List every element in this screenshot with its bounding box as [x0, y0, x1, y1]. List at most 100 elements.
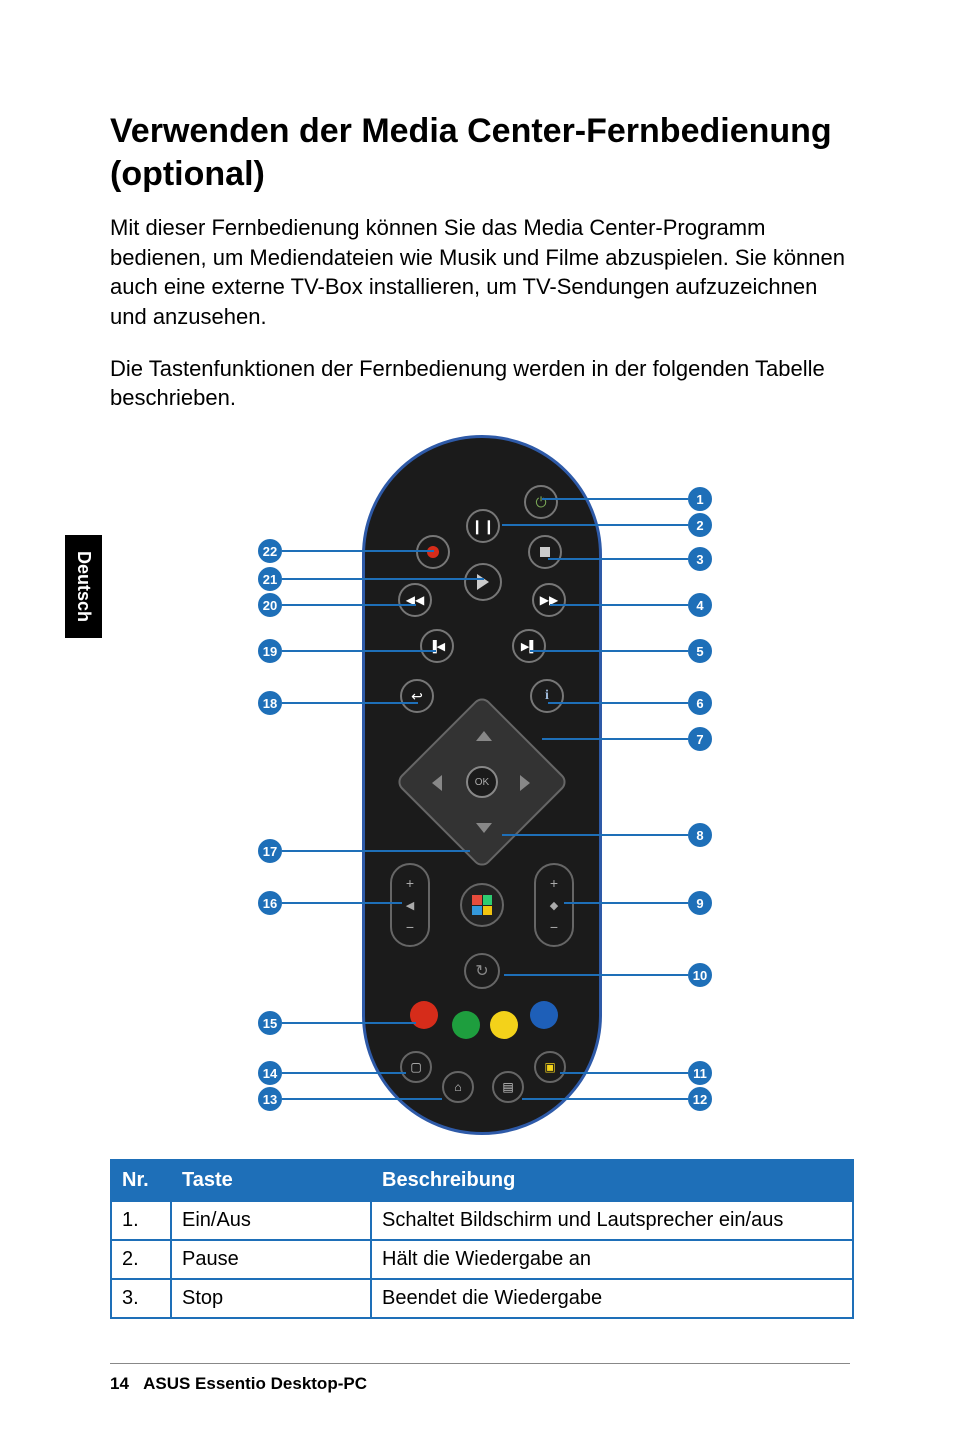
callout-lead	[282, 550, 434, 552]
callout-13: 13	[258, 1087, 282, 1111]
callout-10: 10	[688, 963, 712, 987]
play-button	[464, 563, 502, 601]
footer-label: ASUS Essentio Desktop-PC	[143, 1374, 367, 1393]
page-content: Verwenden der Media Center-Fernbedienung…	[0, 0, 954, 1359]
table-row: 1.Ein/AusSchaltet Bildschirm und Lautspr…	[111, 1201, 853, 1240]
table-cell-nr: 3.	[111, 1279, 171, 1318]
windows-button	[460, 883, 504, 927]
windows-logo-icon	[472, 895, 492, 915]
callout-17: 17	[258, 839, 282, 863]
ok-button: OK	[466, 766, 498, 798]
callout-lead	[548, 702, 688, 704]
callout-11: 11	[688, 1061, 712, 1085]
mute-icon: ◀	[406, 899, 414, 912]
button-table: Nr. Taste Beschreibung 1.Ein/AusSchaltet…	[110, 1159, 854, 1319]
callout-lead	[282, 650, 436, 652]
callout-lead	[282, 1022, 416, 1024]
callout-lead	[502, 834, 688, 836]
power-button: ⏻	[524, 485, 558, 519]
callout-lead	[550, 604, 688, 606]
plus-icon: +	[406, 875, 414, 891]
callout-lead	[282, 850, 470, 852]
table-cell-beschreibung: Hält die Wiedergabe an	[371, 1240, 853, 1279]
table-cell-taste: Ein/Aus	[171, 1201, 371, 1240]
page-title: Verwenden der Media Center-Fernbedienung…	[110, 110, 854, 195]
table-cell-taste: Stop	[171, 1279, 371, 1318]
callout-8: 8	[688, 823, 712, 847]
dpad-down-icon	[476, 823, 492, 833]
callout-6: 6	[688, 691, 712, 715]
callout-18: 18	[258, 691, 282, 715]
callout-7: 7	[688, 727, 712, 751]
table-row: 2.PauseHält die Wiedergabe an	[111, 1240, 853, 1279]
teletext-button: ▢	[400, 1051, 432, 1083]
callout-14: 14	[258, 1061, 282, 1085]
record-tv-button: ▣	[534, 1051, 566, 1083]
back-button: ↩	[400, 679, 434, 713]
table-row: 3.StopBeendet die Wiedergabe	[111, 1279, 853, 1318]
blue-button	[530, 1001, 558, 1029]
callout-12: 12	[688, 1087, 712, 1111]
callout-2: 2	[688, 513, 712, 537]
remote-diagram: ⏻ ❙❙ ◀◀ ▶▶ ▐◀ ▶▌ ↩ i OK + ◀ − + ◆ − ↻	[202, 435, 762, 1135]
callout-lead	[542, 498, 688, 500]
col-taste: Taste	[171, 1160, 371, 1201]
callout-22: 22	[258, 539, 282, 563]
callout-lead	[564, 902, 688, 904]
callout-3: 3	[688, 547, 712, 571]
callout-lead	[282, 902, 402, 904]
intro-paragraph-1: Mit dieser Fernbedienung können Sie das …	[110, 213, 854, 332]
table-cell-taste: Pause	[171, 1240, 371, 1279]
callout-1: 1	[688, 487, 712, 511]
yellow-button	[490, 1011, 518, 1039]
callout-19: 19	[258, 639, 282, 663]
forward-button: ▶▶	[532, 583, 566, 617]
col-beschreibung: Beschreibung	[371, 1160, 853, 1201]
intro-paragraph-2: Die Tastenfunktionen der Fernbedienung w…	[110, 354, 854, 413]
green-button	[452, 1011, 480, 1039]
callout-lead	[548, 558, 688, 560]
dpad-up-icon	[476, 731, 492, 741]
callout-15: 15	[258, 1011, 282, 1035]
plus-icon: +	[550, 875, 558, 891]
prev-button: ▐◀	[420, 629, 454, 663]
page-footer: 14 ASUS Essentio Desktop-PC	[110, 1363, 850, 1394]
callout-lead	[522, 1098, 688, 1100]
callout-lead	[282, 1098, 442, 1100]
red-button	[410, 1001, 438, 1029]
callout-lead	[282, 604, 416, 606]
callout-lead	[530, 650, 688, 652]
callout-lead	[542, 738, 688, 740]
volume-rocker: + ◀ −	[390, 863, 430, 947]
table-cell-nr: 2.	[111, 1240, 171, 1279]
pause-button: ❙❙	[466, 509, 500, 543]
page-number: 14	[110, 1374, 129, 1393]
callout-lead	[504, 974, 688, 976]
refresh-button: ↻	[464, 953, 500, 989]
table-cell-beschreibung: Schaltet Bildschirm und Lautsprecher ein…	[371, 1201, 853, 1240]
guide-button: ▤	[492, 1071, 524, 1103]
callout-20: 20	[258, 593, 282, 617]
callout-lead	[282, 1072, 406, 1074]
channel-rocker: + ◆ −	[534, 863, 574, 947]
callout-lead	[502, 524, 688, 526]
dpad-left-icon	[432, 775, 442, 791]
minus-icon: −	[550, 919, 558, 935]
rewind-button: ◀◀	[398, 583, 432, 617]
stop-button	[528, 535, 562, 569]
channel-icon: ◆	[550, 899, 558, 912]
callout-4: 4	[688, 593, 712, 617]
next-button: ▶▌	[512, 629, 546, 663]
minus-icon: −	[406, 919, 414, 935]
table-cell-beschreibung: Beendet die Wiedergabe	[371, 1279, 853, 1318]
callout-lead	[282, 578, 484, 580]
info-button: i	[530, 679, 564, 713]
table-cell-nr: 1.	[111, 1201, 171, 1240]
dpad-right-icon	[520, 775, 530, 791]
callout-5: 5	[688, 639, 712, 663]
record-button	[416, 535, 450, 569]
tv-button: ⌂	[442, 1071, 474, 1103]
callout-16: 16	[258, 891, 282, 915]
callout-lead	[560, 1072, 688, 1074]
callout-9: 9	[688, 891, 712, 915]
